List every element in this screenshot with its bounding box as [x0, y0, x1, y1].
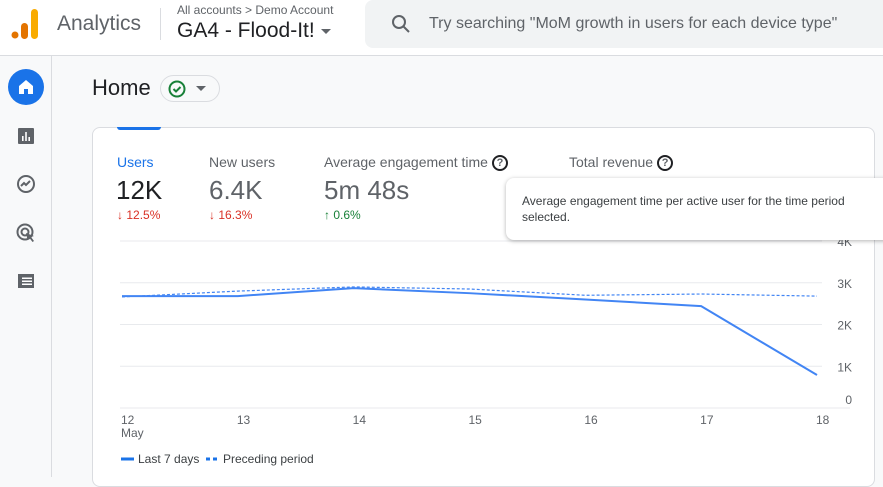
metric-label: Average engagement time [324, 154, 488, 170]
metric-label: Total revenue [569, 154, 654, 170]
series-line-1 [122, 287, 818, 376]
legend-label: Preceding period [223, 452, 314, 466]
metric-value: 6.4K [209, 175, 263, 205]
arrow-up-icon: ↑ [324, 208, 330, 222]
sidebar [0, 56, 52, 477]
sidebar-item-home[interactable] [8, 69, 44, 105]
analytics-logo-icon [11, 9, 38, 39]
metric-delta: ↑ 0.6% [324, 208, 361, 222]
delta-value: 12.5% [126, 208, 161, 222]
arrow-down-icon: ↓ [117, 208, 123, 222]
metric-delta: ↓ 12.5% [117, 208, 160, 222]
x-tick-label: 12 [121, 413, 135, 427]
breadcrumb[interactable]: All accounts > Demo Account [177, 3, 334, 17]
sidebar-item-explore[interactable] [8, 166, 44, 202]
divider [160, 8, 161, 40]
y-tick-label: 3K [837, 277, 852, 291]
chevron-down-icon [196, 86, 206, 91]
y-tick-label: 2K [837, 319, 852, 333]
configure-icon [18, 274, 34, 288]
x-tick-label: 16 [584, 413, 598, 427]
delta-value: 16.3% [218, 208, 253, 222]
sidebar-item-advertising[interactable] [8, 215, 44, 251]
sidebar-item-configure[interactable] [8, 263, 44, 299]
x-tick-label: 17 [700, 413, 714, 427]
series-line-2 [121, 286, 818, 298]
check-circle-icon [168, 80, 186, 97]
home-icon [19, 80, 33, 94]
x-tick-label: 15 [469, 413, 483, 427]
property-name: GA4 - Flood-It! [177, 19, 315, 42]
help-icon[interactable]: ? [657, 155, 674, 172]
explore-icon [17, 175, 35, 193]
x-tick-sublabel: May [121, 426, 144, 440]
app-name: Analytics [57, 12, 142, 35]
top-bar: Analytics All accounts > Demo Account GA… [0, 0, 883, 56]
search-placeholder: Try searching "MoM growth in users for e… [429, 15, 838, 32]
y-tick-label: 0 [845, 393, 852, 407]
property-selector[interactable]: GA4 - Flood-It! [177, 19, 331, 43]
sidebar-item-reports[interactable] [8, 118, 44, 154]
metric-delta: ↓ 16.3% [209, 208, 252, 222]
legend-label: Last 7 days [138, 452, 199, 466]
active-tab-indicator [117, 127, 161, 130]
y-tick-label: 1K [837, 360, 852, 374]
metric-value: 5m 48s [324, 175, 410, 205]
advertising-icon [16, 223, 34, 242]
search-icon [392, 15, 410, 33]
metric-value: 12K [116, 175, 163, 205]
help-icon[interactable]: ? [491, 155, 508, 172]
arrow-down-icon: ↓ [209, 208, 215, 222]
search-input[interactable]: Try searching "MoM growth in users for e… [365, 0, 883, 48]
status-dropdown[interactable] [160, 75, 220, 102]
delta-value: 0.6% [333, 208, 361, 222]
page-title: Home [92, 75, 151, 100]
x-tick-label: 18 [816, 413, 830, 427]
tooltip: Average engagement time per active user … [506, 178, 883, 240]
metric-label: Users [117, 154, 154, 170]
x-tick-label: 14 [353, 413, 367, 427]
chevron-down-icon [320, 28, 331, 34]
metric-label: New users [209, 154, 276, 170]
x-tick-label: 13 [237, 413, 251, 427]
reports-icon [18, 128, 34, 144]
